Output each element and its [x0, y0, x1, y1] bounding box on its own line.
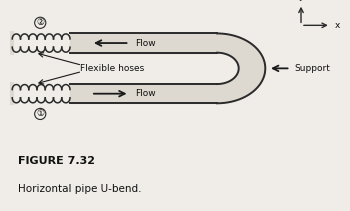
- Text: FIGURE 7.32: FIGURE 7.32: [18, 156, 95, 166]
- Text: Support: Support: [294, 64, 330, 73]
- Polygon shape: [217, 33, 265, 103]
- Text: ①: ①: [36, 110, 44, 118]
- Text: x: x: [334, 21, 340, 30]
- Text: Horizontal pipe U-bend.: Horizontal pipe U-bend.: [18, 184, 141, 193]
- Text: Flexible hoses: Flexible hoses: [80, 64, 145, 73]
- Text: Flow: Flow: [135, 39, 155, 47]
- Text: y: y: [298, 0, 304, 1]
- Text: ②: ②: [36, 18, 44, 27]
- Text: Flow: Flow: [135, 89, 155, 98]
